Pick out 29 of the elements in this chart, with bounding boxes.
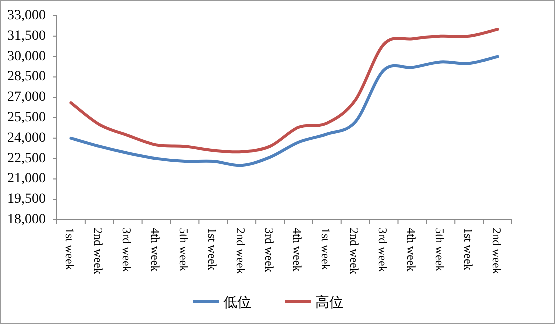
y-tick-label: 22,500	[8, 151, 46, 166]
x-tick-label: 2nd week	[490, 228, 504, 274]
x-tick-label: 3rd week	[376, 228, 390, 272]
x-tick-label: 5th week	[432, 228, 447, 272]
y-tick-label: 25,500	[8, 110, 46, 126]
y-tick-label: 18,000	[8, 212, 46, 228]
y-tick-label: 30,000	[8, 49, 46, 64]
x-tick-label: 5th week	[176, 228, 191, 272]
x-tick-label: 1st week	[205, 228, 220, 270]
x-tick-label: 1st week	[319, 228, 334, 270]
y-tick-label: 21,000	[8, 172, 46, 187]
legend-label: 高位	[316, 295, 344, 311]
y-tick-label: 24,000	[8, 130, 46, 146]
x-tick-label: 2nd week	[92, 228, 106, 274]
y-tick-label: 19,500	[8, 192, 46, 208]
y-tick-label: 31,500	[8, 28, 46, 44]
y-tick-label: 33,000	[8, 8, 46, 24]
x-tick-label: 4th week	[148, 228, 163, 272]
x-tick-label: 3rd week	[262, 228, 276, 272]
x-tick-label: 2nd week	[348, 228, 362, 274]
y-tick-label: 28,500	[8, 70, 46, 85]
x-tick-label: 1st week	[461, 228, 476, 270]
x-tick-label: 4th week	[404, 228, 418, 272]
x-tick-label: 2nd week	[234, 228, 248, 274]
y-tick-label: 27,000	[8, 90, 46, 106]
x-tick-label: 3rd week	[120, 228, 134, 272]
legend-label: 低位	[224, 295, 252, 311]
x-tick-label: 1st week	[63, 228, 78, 270]
x-tick-label: 4th week	[290, 228, 305, 272]
